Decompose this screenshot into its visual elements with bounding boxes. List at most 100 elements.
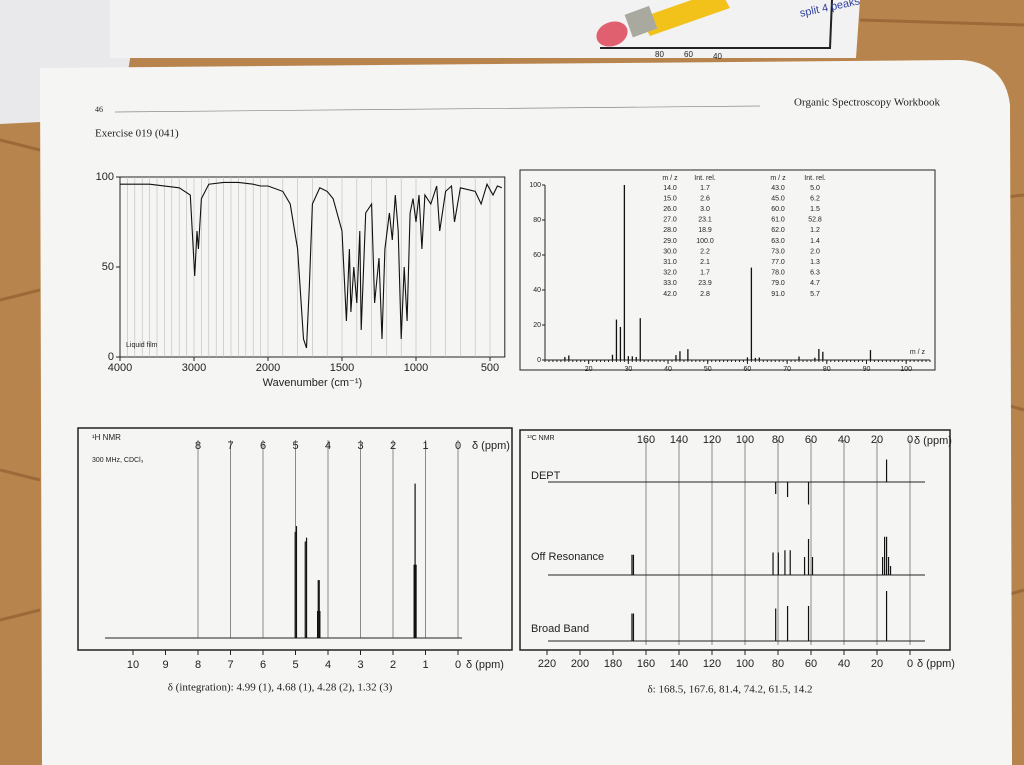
table-mz: 28.0 [663, 227, 677, 234]
table-intensity: 6.2 [810, 195, 820, 202]
book-title: Organic Spectroscopy Workbook [794, 97, 940, 109]
table-header: Int. rel. [694, 175, 715, 182]
table-intensity: 1.3 [810, 259, 820, 266]
x-tick-label: 160 [637, 658, 655, 670]
top-tick-label: 60 [805, 434, 817, 446]
x-tick-label: 4 [325, 659, 331, 671]
top-tick-label: 5 [292, 440, 298, 452]
x-axis-label: δ (ppm) [466, 659, 504, 671]
y-tick-label: 0 [108, 351, 114, 363]
top-tick-label: 6 [260, 440, 266, 452]
x-tick-label: 9 [162, 659, 168, 671]
top-tick-label: 100 [736, 434, 754, 446]
caption: δ (integration): 4.99 (1), 4.68 (1), 4.2… [168, 682, 393, 694]
table-header: m / z [770, 175, 786, 182]
table-mz: 32.0 [663, 270, 677, 277]
table-intensity: 2.8 [700, 291, 710, 298]
table-intensity: 1.4 [810, 238, 820, 245]
top-tick-label: 80 [772, 434, 784, 446]
x-axis-label: Wavenumber (cm⁻¹) [263, 377, 363, 389]
x-tick-label: 2 [390, 659, 396, 671]
x-tick-label: 2000 [256, 362, 280, 374]
top-tick-label: 8 [195, 440, 201, 452]
pencil [596, 0, 730, 47]
table-mz: 27.0 [663, 217, 677, 224]
table-mz: 14.0 [663, 185, 677, 192]
table-intensity: 1.7 [700, 270, 710, 277]
table-intensity: 23.9 [698, 280, 712, 287]
y-tick-label: 100 [529, 182, 541, 189]
table-intensity: 23.1 [698, 217, 712, 224]
table-intensity: 1.7 [700, 185, 710, 192]
subtitle: 300 MHz, CDCl₃ [92, 457, 144, 464]
x-tick-label: 120 [703, 658, 721, 670]
x-tick-label: 10 [127, 659, 139, 671]
x-tick-label: 70 [783, 366, 791, 373]
ir-spectrum [120, 181, 503, 349]
table-mz: 31.0 [663, 259, 677, 266]
top-tick-label: 20 [871, 434, 883, 446]
page-number: 46 [95, 105, 103, 114]
x-tick-label: 80 [772, 658, 784, 670]
background-label: 40 [713, 52, 722, 61]
table-mz: 63.0 [771, 238, 785, 245]
x-tick-label: 1500 [330, 362, 354, 374]
y-tick-label: 80 [533, 217, 541, 224]
table-mz: 42.0 [663, 291, 677, 298]
table-mz: 43.0 [771, 185, 785, 192]
x-tick-label: 3000 [182, 362, 206, 374]
top-tick-label: 2 [390, 440, 396, 452]
table-header: Int. rel. [804, 175, 825, 182]
x-tick-label: 200 [571, 658, 589, 670]
table-intensity: 100.0 [696, 238, 714, 245]
x-axis-label: m / z [910, 349, 926, 356]
exercise-title: Exercise 019 (041) [95, 128, 179, 140]
back-page-frame [600, 0, 833, 49]
x-tick-label: 4000 [108, 362, 132, 374]
x-tick-label: 20 [871, 658, 883, 670]
table-mz: 77.0 [771, 259, 785, 266]
cnmr-frame [519, 429, 951, 651]
table-intensity: 2.2 [700, 248, 710, 255]
trace-label: Broad Band [531, 623, 589, 635]
y-tick-label: 50 [102, 261, 114, 273]
table-mz: 45.0 [771, 195, 785, 202]
x-tick-label: 1 [422, 659, 428, 671]
header-rule [114, 105, 761, 113]
trace-label: Off Resonance [531, 551, 604, 563]
table-intensity: 1.5 [810, 206, 820, 213]
top-tick-label: 140 [670, 434, 688, 446]
x-tick-label: 40 [838, 658, 850, 670]
table-mz: 79.0 [771, 280, 785, 287]
x-tick-label: 0 [907, 658, 913, 670]
y-tick-label: 0 [537, 357, 541, 364]
table-mz: 78.0 [771, 270, 785, 277]
top-tick-label: 7 [227, 440, 233, 452]
table-intensity: 1.2 [810, 227, 820, 234]
title: ¹H NMR [92, 433, 121, 442]
x-tick-label: 40 [664, 366, 672, 373]
table-intensity: 2.6 [700, 195, 710, 202]
trace-label: DEPT [531, 470, 561, 482]
top-tick-label: 0 [455, 440, 461, 452]
x-tick-label: 140 [670, 658, 688, 670]
y-tick-label: 100 [96, 171, 114, 183]
x-tick-label: 220 [538, 658, 556, 670]
table-intensity: 4.7 [810, 280, 820, 287]
x-tick-label: 0 [455, 659, 461, 671]
x-tick-label: 6 [260, 659, 266, 671]
table-header: m / z [662, 175, 678, 182]
top-tick-label: 3 [357, 440, 363, 452]
x-tick-label: 50 [704, 366, 712, 373]
table-intensity: 5.0 [810, 185, 820, 192]
x-tick-label: 100 [736, 658, 754, 670]
caption: δ: 168.5, 167.6, 81.4, 74.2, 61.5, 14.2 [648, 684, 813, 696]
table-intensity: 2.1 [700, 259, 710, 266]
table-mz: 91.0 [771, 291, 785, 298]
table-mz: 30.0 [663, 248, 677, 255]
background-label: 80 [655, 50, 664, 59]
x-tick-label: 60 [744, 366, 752, 373]
x-tick-label: 90 [863, 366, 871, 373]
table-mz: 33.0 [663, 280, 677, 287]
